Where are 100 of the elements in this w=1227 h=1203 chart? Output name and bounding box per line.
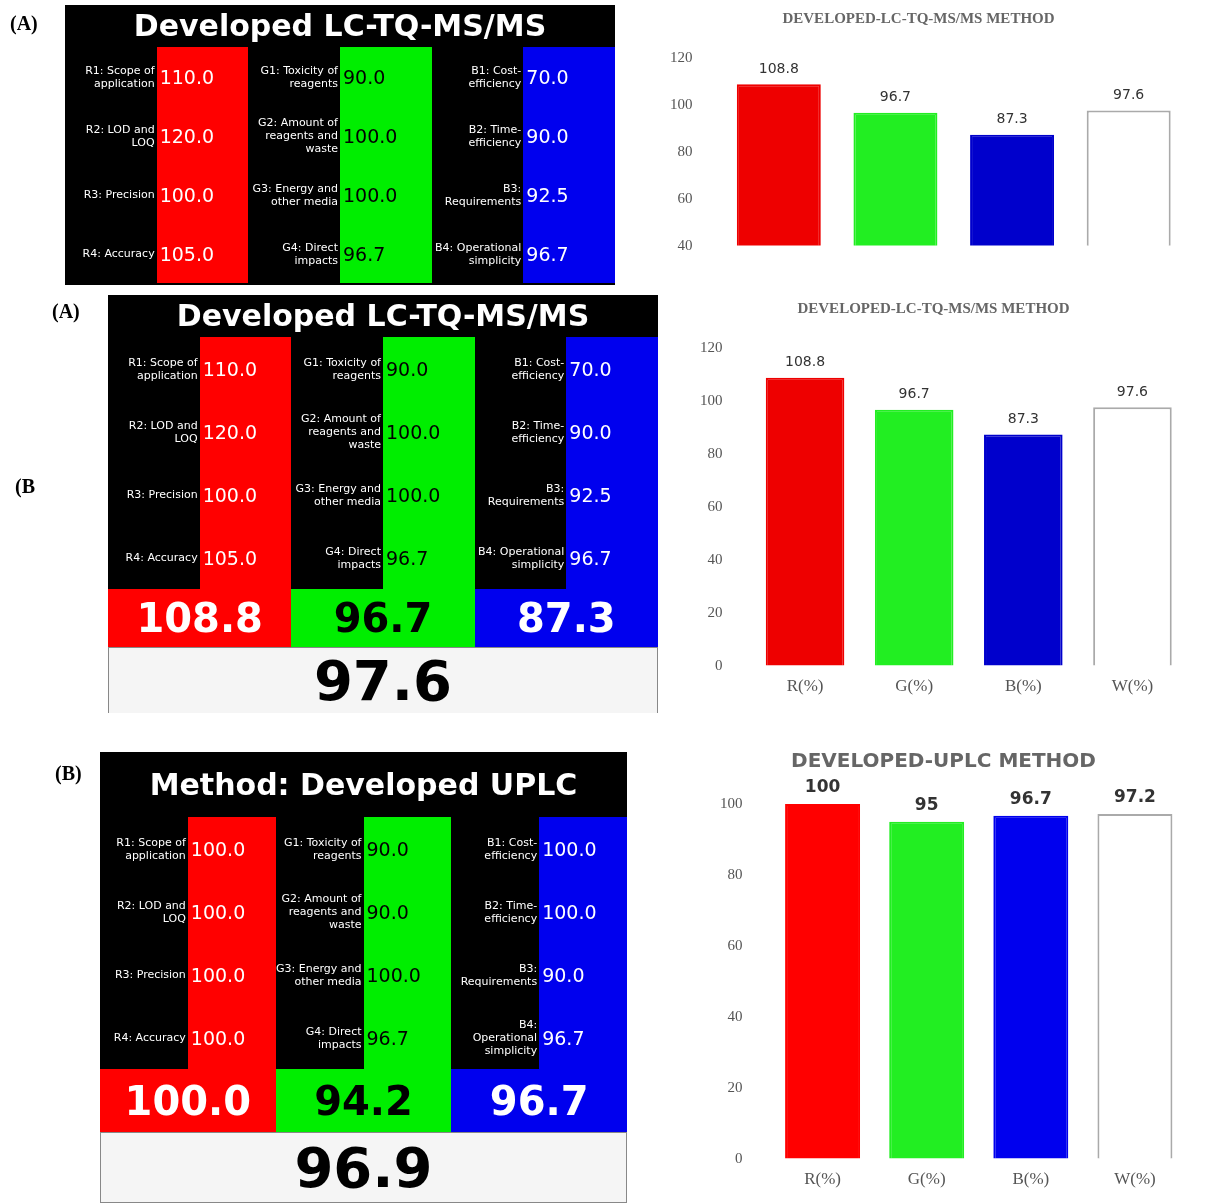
data-label: 90.0 (539, 943, 627, 1006)
text: 94.2 (314, 1077, 413, 1124)
data-label: 95 (914, 793, 939, 814)
data-label: 96.7 (523, 224, 615, 283)
category-label: B4: Operational simplicity (434, 240, 523, 267)
category-label: G3: Energy and other media (294, 481, 382, 508)
y-tick-label: 40 (707, 550, 723, 567)
category-label: R2: LOD and LOQ (127, 418, 199, 445)
category-label: R3: Precision (125, 488, 199, 501)
category-label: G3: Energy and other media (251, 181, 339, 208)
x-tick-label: B(%) (1012, 1169, 1050, 1189)
data-label: 110.0 (156, 47, 249, 106)
x-tick-label: W(%) (1111, 676, 1154, 696)
category-label: R4: Accuracy (112, 1031, 187, 1044)
text: 96.9 (294, 1135, 433, 1200)
x-tick-label: G(%) (895, 676, 934, 696)
category-label: B3: Requirements (486, 481, 566, 508)
chart-title: DEVELOPED-LC-TQ-MS/MS METHOD (782, 9, 1055, 26)
y-tick-label: 100 (720, 794, 743, 811)
data-label: 96.7 (363, 1006, 452, 1069)
category-label: G1: Toxicity of reagents (302, 355, 382, 382)
data-label: 100.0 (363, 943, 452, 1006)
category-label: B4: Operational simplicity (477, 544, 566, 571)
text: 108.8 (136, 595, 263, 641)
data-label: 100.0 (156, 165, 249, 224)
category-label: B2: Time-efficiency (483, 898, 539, 925)
data-label: 100.0 (187, 943, 276, 1006)
data-label: 70.0 (523, 47, 615, 106)
y-tick-label: 60 (707, 497, 723, 514)
y-tick-label: 0 (715, 656, 723, 673)
data-label: 100.0 (187, 880, 276, 943)
category-label: G2: Amount of reagents and waste (299, 412, 382, 451)
data-label: 108.8 (785, 353, 826, 370)
x-tick-label: R(%) (804, 1169, 841, 1189)
data-label: 108.8 (758, 59, 799, 76)
data-label: 92.5 (523, 165, 615, 224)
data-label: 100.0 (539, 817, 627, 880)
data-label: 97.2 (1113, 785, 1156, 806)
data-label: 100 (804, 775, 841, 796)
category-label: G4: Direct impacts (324, 544, 382, 571)
data-label: 87.3 (996, 110, 1028, 127)
data-label: 105.0 (199, 526, 292, 589)
data-label: 100.0 (382, 463, 475, 526)
category-label: G4: Direct impacts (281, 240, 339, 267)
x-tick-label: B(%) (1004, 676, 1042, 696)
data-label: 120.0 (156, 106, 249, 165)
data-label: 90.0 (363, 817, 452, 880)
chart-title: DEVELOPED-LC-TQ-MS/MS METHOD (797, 299, 1070, 316)
data-label: 100.0 (339, 106, 432, 165)
data-label: 105.0 (156, 224, 249, 283)
data-label: 96.7 (382, 526, 475, 589)
data-label: 90.0 (566, 400, 658, 463)
category-label: B1: Cost-efficiency (483, 835, 539, 862)
category-label: R1: Scope of application (127, 355, 199, 382)
data-label: 70.0 (566, 337, 658, 400)
data-label: 90.0 (339, 47, 432, 106)
category-label: G1: Toxicity of reagents (259, 63, 339, 90)
category-label: R2: LOD and LOQ (84, 122, 156, 149)
y-tick-label: 20 (727, 1078, 743, 1095)
text: 100.0 (124, 1077, 252, 1124)
data-label: 92.5 (566, 463, 658, 526)
category-label: R3: Precision (82, 188, 156, 201)
data-label: 100.0 (339, 165, 432, 224)
y-tick-label: 120 (700, 338, 723, 355)
y-tick-label: 20 (707, 603, 723, 620)
data-label: 97.6 (1116, 382, 1149, 399)
category-label: G2: Amount of reagents and waste (280, 892, 363, 931)
category-label: G1: Toxicity of reagents (282, 835, 363, 862)
data-label: 90.0 (382, 337, 475, 400)
category-label: B1: Cost-efficiency (510, 355, 566, 382)
category-label: R3: Precision (113, 968, 187, 981)
x-tick-label: R(%) (786, 676, 824, 696)
y-tick-label: 80 (727, 865, 743, 882)
y-tick-label: 120 (670, 48, 693, 65)
category-label: B2: Time-efficiency (510, 418, 566, 445)
text: 96.7 (489, 1077, 589, 1124)
data-label: 90.0 (523, 106, 615, 165)
category-label: B2: Time-efficiency (467, 122, 523, 149)
category-label: B4: Operational simplicity (471, 1018, 539, 1057)
data-label: 96.7 (339, 224, 432, 283)
y-tick-label: 80 (707, 444, 723, 461)
data-label: 96.7 (1009, 787, 1052, 808)
y-tick-label: 60 (677, 189, 693, 206)
text: (A) (10, 12, 38, 35)
y-tick-label: 60 (727, 936, 743, 953)
text: (B) (55, 762, 82, 785)
data-label: 96.7 (879, 88, 912, 105)
data-label: 96.7 (566, 526, 658, 589)
x-tick-label: W(%) (1114, 1169, 1156, 1189)
category-label: R1: Scope of application (115, 835, 187, 862)
text: Developed LC-TQ-MS/MS (132, 7, 548, 45)
text: Method: Developed UPLC (148, 766, 579, 804)
category-label: G2: Amount of reagents and waste (256, 116, 339, 155)
data-label: 100.0 (199, 463, 292, 526)
chart-title: DEVELOPED-UPLC METHOD (791, 748, 1096, 773)
category-label: R4: Accuracy (124, 551, 199, 564)
category-label: R1: Scope of application (84, 63, 156, 90)
text: 97.6 (313, 648, 453, 713)
data-label: 120.0 (199, 400, 292, 463)
y-tick-label: 100 (700, 391, 723, 408)
